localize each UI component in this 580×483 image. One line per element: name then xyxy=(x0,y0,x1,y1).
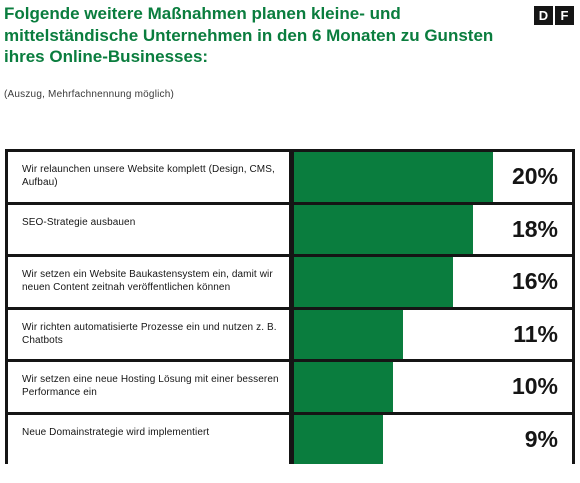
value-label: 11% xyxy=(513,320,558,347)
bar-track: 11% xyxy=(294,309,572,359)
chart-row: Wir richten automatisierte Prozesse ein … xyxy=(8,309,572,359)
row-divider xyxy=(289,257,294,307)
category-label: SEO-Strategie ausbauen xyxy=(8,204,289,254)
value-label: 10% xyxy=(511,373,558,400)
category-label: Neue Domainstrategie wird implementiert xyxy=(8,414,289,464)
category-label: Wir richten automatisierte Prozesse ein … xyxy=(8,309,289,359)
bar xyxy=(294,362,394,412)
row-divider xyxy=(289,152,294,202)
bar-track: 18% xyxy=(294,204,572,254)
chart-row: Wir setzen eine neue Hosting Lösung mit … xyxy=(8,362,572,412)
value-label: 18% xyxy=(511,215,558,242)
bar xyxy=(294,257,453,307)
value-label: 9% xyxy=(524,425,558,452)
row-divider xyxy=(289,309,294,359)
chart-row: Wir setzen ein Website Baukastensystem e… xyxy=(8,257,572,307)
brand-logo: D F xyxy=(534,6,574,25)
value-label: 16% xyxy=(511,268,558,295)
row-divider xyxy=(289,414,294,464)
bar xyxy=(294,152,493,202)
logo-letter-f: F xyxy=(555,6,574,25)
chart-row: SEO-Strategie ausbauen 18% xyxy=(8,204,572,254)
bar xyxy=(294,309,404,359)
bar xyxy=(294,204,473,254)
chart-row: Wir relaunchen unsere Website komplett (… xyxy=(8,152,572,202)
bar-track: 9% xyxy=(294,414,572,464)
category-label: Wir setzen ein Website Baukastensystem e… xyxy=(8,257,289,307)
row-divider xyxy=(289,204,294,254)
category-label: Wir setzen eine neue Hosting Lösung mit … xyxy=(8,362,289,412)
chart-row: Neue Domainstrategie wird implementiert 9… xyxy=(8,414,572,464)
bar-track: 20% xyxy=(294,152,572,202)
chart-subtitle: (Auszug, Mehrfachnennung möglich) xyxy=(4,89,175,100)
chart-title: Folgende weitere Maßnahmen planen kleine… xyxy=(4,4,494,66)
bar-chart: Wir relaunchen unsere Website komplett (… xyxy=(5,149,575,464)
bar-track: 10% xyxy=(294,362,572,412)
logo-letter-d: D xyxy=(534,6,553,25)
row-divider xyxy=(289,362,294,412)
bar-track: 16% xyxy=(294,257,572,307)
value-label: 20% xyxy=(511,163,558,190)
category-label: Wir relaunchen unsere Website komplett (… xyxy=(8,152,289,202)
bar xyxy=(294,414,384,464)
